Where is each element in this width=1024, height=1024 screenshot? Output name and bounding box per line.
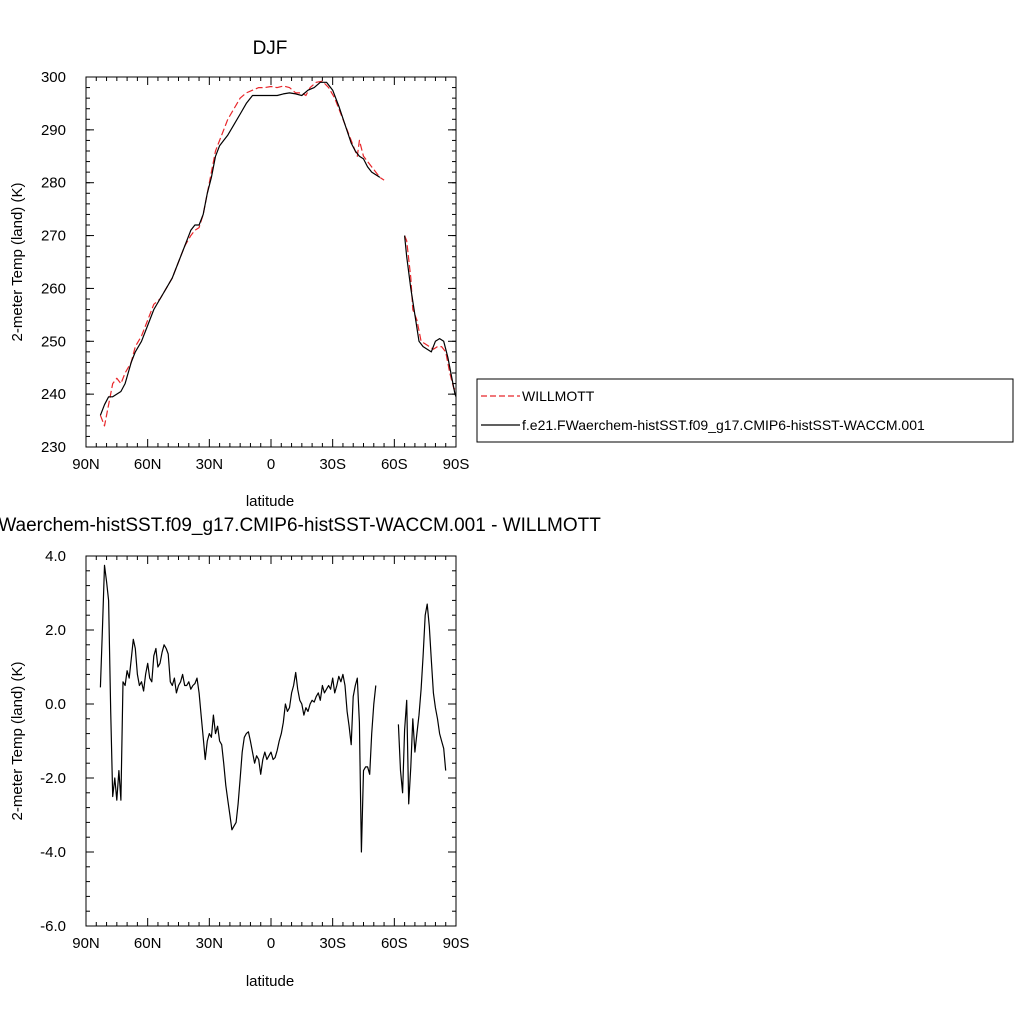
- top-y-axis-label: 2-meter Temp (land) (K): [9, 183, 26, 342]
- bottom-x-tick-label: 0: [267, 935, 275, 952]
- top-series-0-segment-0: [99, 80, 385, 427]
- bottom-x-axis-label: latitude: [246, 973, 294, 990]
- top-y-tick-label: 300: [41, 69, 66, 86]
- top-x-tick-label: 60S: [381, 456, 408, 473]
- top-x-tick-label: 30S: [319, 456, 346, 473]
- bottom-x-tick-label: 60S: [381, 935, 408, 952]
- top-y-tick-label: 290: [41, 122, 66, 139]
- top-chart-title: DJF: [253, 38, 288, 59]
- bottom-y-axis-label: 2-meter Temp (land) (K): [9, 662, 26, 821]
- top-x-tick-label: 60N: [134, 456, 162, 473]
- top-y-tick-label: 260: [41, 280, 66, 297]
- bottom-y-tick-label: -6.0: [40, 918, 66, 935]
- bottom-plot-frame: [85, 555, 457, 927]
- bottom-series-lines: [99, 564, 447, 853]
- legend-label-model: f.e21.FWaerchem-histSST.f09_g17.CMIP6-hi…: [522, 417, 925, 433]
- top-y-tick-label: 240: [41, 386, 66, 403]
- top-y-tick-label: 280: [41, 175, 66, 192]
- top-y-tick-label: 270: [41, 228, 66, 245]
- bottom-y-tick-label: 2.0: [45, 622, 66, 639]
- top-x-tick-label: 0: [267, 456, 275, 473]
- top-series-1-segment-1: [404, 235, 457, 398]
- top-series-1-segment-0: [99, 81, 381, 416]
- bottom-chart-panel: f.e21.FWaerchem-histSST.f09_g17.CMIP6-hi…: [0, 515, 601, 990]
- legend: WILLMOTT f.e21.FWaerchem-histSST.f09_g17…: [476, 378, 1014, 443]
- legend-box: [476, 378, 1014, 443]
- top-series-lines: [99, 80, 457, 427]
- bottom-x-tick-label: 90N: [72, 935, 100, 952]
- bottom-y-tick-label: 4.0: [45, 548, 66, 565]
- bottom-y-tick-label: -4.0: [40, 844, 66, 861]
- top-y-tick-label: 230: [41, 439, 66, 456]
- bottom-series-0-segment-0: [99, 564, 377, 853]
- bottom-y-tick-label: 0.0: [45, 696, 66, 713]
- top-y-tick-label: 250: [41, 333, 66, 350]
- top-x-tick-label: 30N: [196, 456, 224, 473]
- legend-label-willmott: WILLMOTT: [522, 388, 595, 404]
- top-x-tick-label: 90N: [72, 456, 100, 473]
- top-series-0-segment-1: [404, 235, 456, 390]
- bottom-series-0-segment-1: [397, 603, 447, 805]
- bottom-x-tick-label: 30S: [319, 935, 346, 952]
- top-axis-ticks: 90N 60N 30N 0 30S 60S 90S 230 240 250 260 270 280 290…: [41, 69, 469, 473]
- bottom-y-tick-label: -2.0: [40, 770, 66, 787]
- bottom-x-tick-label: 30N: [196, 935, 224, 952]
- bottom-axis-ticks: 90N 60N 30N 0 30S 60S 90S 4.0 2.0 0.0 -2.0 -4.0 -6.0: [40, 548, 469, 952]
- top-plot-frame: [85, 76, 457, 448]
- top-x-axis-label: latitude: [246, 493, 294, 510]
- top-x-tick-label: 90S: [443, 456, 470, 473]
- bottom-x-tick-label: 90S: [443, 935, 470, 952]
- top-chart-panel: DJF 90N 60N 30N 0 30S 60S 90S 230 240 250 260 270 28…: [9, 38, 469, 510]
- bottom-x-tick-label: 60N: [134, 935, 162, 952]
- bottom-chart-title: f.e21.FWaerchem-histSST.f09_g17.CMIP6-hi…: [0, 515, 601, 536]
